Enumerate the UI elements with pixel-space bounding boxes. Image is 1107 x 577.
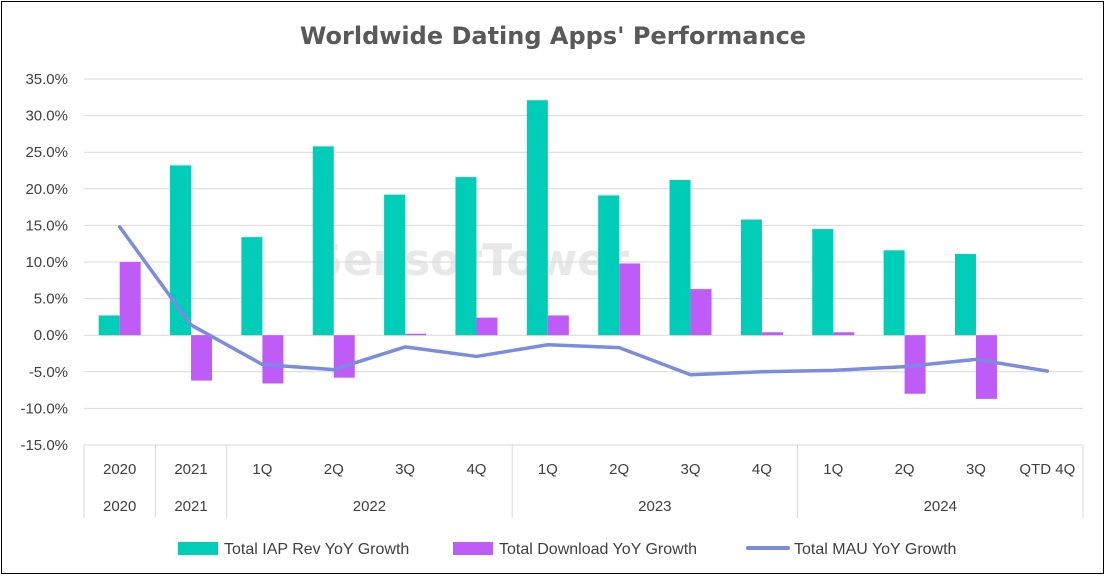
bar-download (833, 332, 855, 336)
x-tick-label: 1Q (252, 461, 272, 478)
x-tick-label: 2020 (103, 461, 136, 478)
x-tick-label: 1Q (538, 461, 558, 478)
x-tick-label: 2Q (895, 461, 915, 478)
x-tick-label: 1Q (823, 461, 843, 478)
bar-iap-rev (954, 253, 976, 336)
x-group-label: 2023 (638, 498, 671, 515)
y-axis: -15.0% -10.0% -5.0% 0.0% 5.0% 10.0% 15.0% 20.0%… (20, 71, 68, 454)
bar-download (405, 333, 427, 336)
bar-iap-rev (883, 250, 905, 336)
bar-iap-rev (740, 219, 762, 336)
x-tick-label: 3Q (966, 461, 986, 478)
y-tick-label: 15.0% (25, 217, 68, 234)
bar-download (619, 263, 641, 336)
x-tick-label: 3Q (395, 461, 415, 478)
x-tick-label: QTD 4Q (1019, 461, 1075, 478)
x-tick-label: 2021 (174, 461, 207, 478)
bar-iap-rev (526, 100, 548, 336)
bar-download (690, 289, 712, 336)
gridlines (84, 78, 1083, 446)
y-tick-label: 5.0% (34, 291, 68, 308)
chart-title: Worldwide Dating Apps' Performance (300, 22, 806, 50)
bar-iap-rev (98, 315, 120, 336)
x-group-label: 2021 (174, 498, 207, 515)
bar-download (191, 335, 213, 381)
bar-download (333, 335, 355, 378)
x-tick-label: 4Q (466, 461, 486, 478)
legend-label: Total Download YoY Growth (499, 541, 697, 558)
x-tick-label: 4Q (752, 461, 772, 478)
x-group-label: 2022 (353, 498, 386, 515)
x-tick-label: 2Q (609, 461, 629, 478)
bar-download (119, 262, 141, 336)
y-tick-label: 35.0% (25, 71, 68, 88)
y-tick-label: 20.0% (25, 181, 68, 198)
bar-download (547, 315, 569, 336)
x-axis: 2020 2021 1Q 2Q 3Q 4Q 1Q 2Q 3Q 4Q 1Q 2Q 3Q QTD 4Q 2020… (83, 444, 1084, 518)
mau-line (117, 225, 1050, 377)
bars (98, 100, 997, 399)
legend-label: Total MAU YoY Growth (794, 541, 956, 558)
x-group-label: 2024 (924, 498, 957, 515)
y-tick-label: 0.0% (34, 327, 68, 344)
bar-iap-rev (669, 180, 691, 336)
x-tick-label: 3Q (681, 461, 701, 478)
y-tick-label: -15.0% (20, 437, 68, 454)
x-tick-label: 2Q (324, 461, 344, 478)
legend-swatch (178, 542, 218, 555)
bar-iap-rev (598, 195, 620, 336)
bar-iap-rev (170, 165, 192, 336)
bar-download (476, 317, 498, 336)
y-tick-label: -5.0% (29, 364, 68, 381)
bar-download (975, 335, 997, 399)
y-tick-label: 10.0% (25, 254, 68, 271)
legend-swatch (453, 542, 493, 555)
bar-iap-rev (812, 229, 834, 336)
y-tick-label: 30.0% (25, 108, 68, 125)
bar-iap-rev (312, 146, 334, 336)
legend-label: Total IAP Rev YoY Growth (224, 541, 409, 558)
legend: Total IAP Rev YoY Growth Total Download Y… (178, 541, 956, 558)
y-tick-label: 25.0% (25, 144, 68, 161)
bar-iap-rev (384, 194, 406, 336)
bar-download (262, 335, 284, 384)
bar-iap-rev (455, 177, 477, 336)
y-tick-label: -10.0% (20, 400, 68, 417)
mau-line-path (117, 225, 1050, 377)
bar-download (761, 332, 783, 336)
x-group-label: 2020 (103, 498, 136, 515)
bar-iap-rev (241, 237, 263, 336)
